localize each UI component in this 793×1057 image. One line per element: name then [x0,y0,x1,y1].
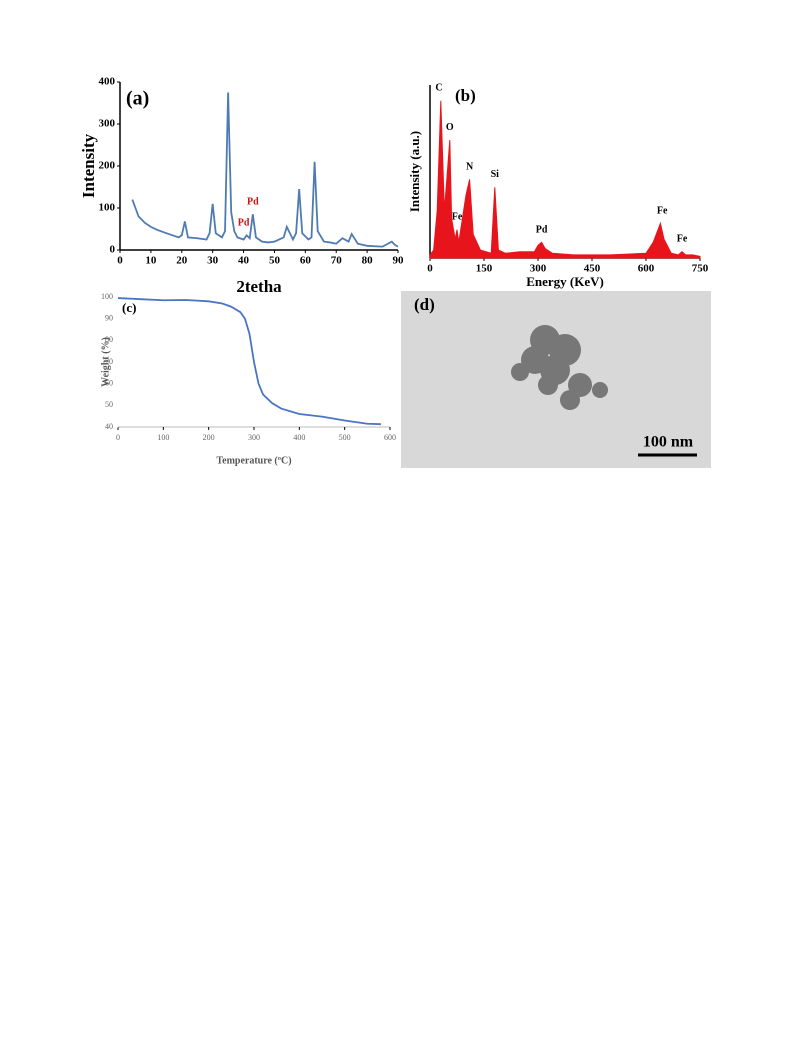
panel-label: (c) [122,300,136,315]
y-tick-label: 60 [105,378,113,387]
annotation: Pd [238,217,250,228]
x-tick-label: 0 [427,263,433,275]
x-tick-label: 70 [331,255,343,267]
annotation: Pd [247,196,259,207]
x-tick-label: 600 [638,263,655,275]
panel-label: (a) [126,88,149,110]
y-tick-label: 50 [105,400,113,409]
x-tick-label: 50 [269,255,281,267]
x-tick-label: 100 [157,433,169,442]
line [117,297,381,426]
annotation: Fe [677,234,688,245]
annotation: O [446,122,454,133]
x-tick-label: 30 [207,255,219,267]
y-axis-label: Weight (%) [100,337,111,387]
x-tick-label: 0 [117,255,123,267]
x-tick-label: 300 [248,433,260,442]
area [429,100,701,259]
y-tick-label: 90 [105,313,113,322]
x-tick-label: 20 [176,255,188,267]
y-tick-label: 70 [105,357,113,366]
y-tick-label: 200 [99,160,116,172]
x-tick-label: 40 [238,255,250,267]
annotation: C [435,83,442,94]
x-tick-label: 80 [362,255,374,267]
y-tick-label: 40 [105,422,113,431]
x-axis-label: Energy (KeV) [526,274,604,289]
x-axis-label: 2tetha [236,277,282,296]
x-tick-label: 200 [203,433,215,442]
x-tick-label: 60 [300,255,312,267]
y-axis-label: Intensity [79,133,98,198]
x-tick-label: 600 [384,433,396,442]
panel-label: (d) [414,295,435,314]
particles [511,325,608,410]
x-tick-label: 0 [116,433,120,442]
y-tick-label: 400 [99,76,116,88]
annotation: N [466,161,474,172]
y-tick-label: 0 [110,244,116,256]
panel-label: (b) [455,86,476,105]
x-tick-label: 90 [393,255,405,267]
annotation: Fe [657,205,668,216]
x-tick-label: 750 [692,263,709,275]
scale-bar-label: 100 nm [643,434,694,451]
y-tick-label: 100 [99,202,116,214]
annotation: Pd [536,224,548,235]
x-tick-label: 150 [476,263,493,275]
x-tick-label: 500 [339,433,351,442]
x-tick-label: 10 [145,255,157,267]
y-tick-label: 100 [101,292,113,301]
y-axis-label: Intensity (a.u.) [407,131,422,212]
x-axis-label: Temperature (ºC) [216,455,291,466]
x-tick-label: 300 [530,263,547,275]
x-tick-label: 400 [293,433,305,442]
y-tick-label: 80 [105,335,113,344]
annotation: Si [491,169,500,180]
annotation: Fe [452,212,463,223]
line [131,92,399,248]
x-tick-label: 450 [584,263,601,275]
y-tick-label: 300 [99,118,116,130]
